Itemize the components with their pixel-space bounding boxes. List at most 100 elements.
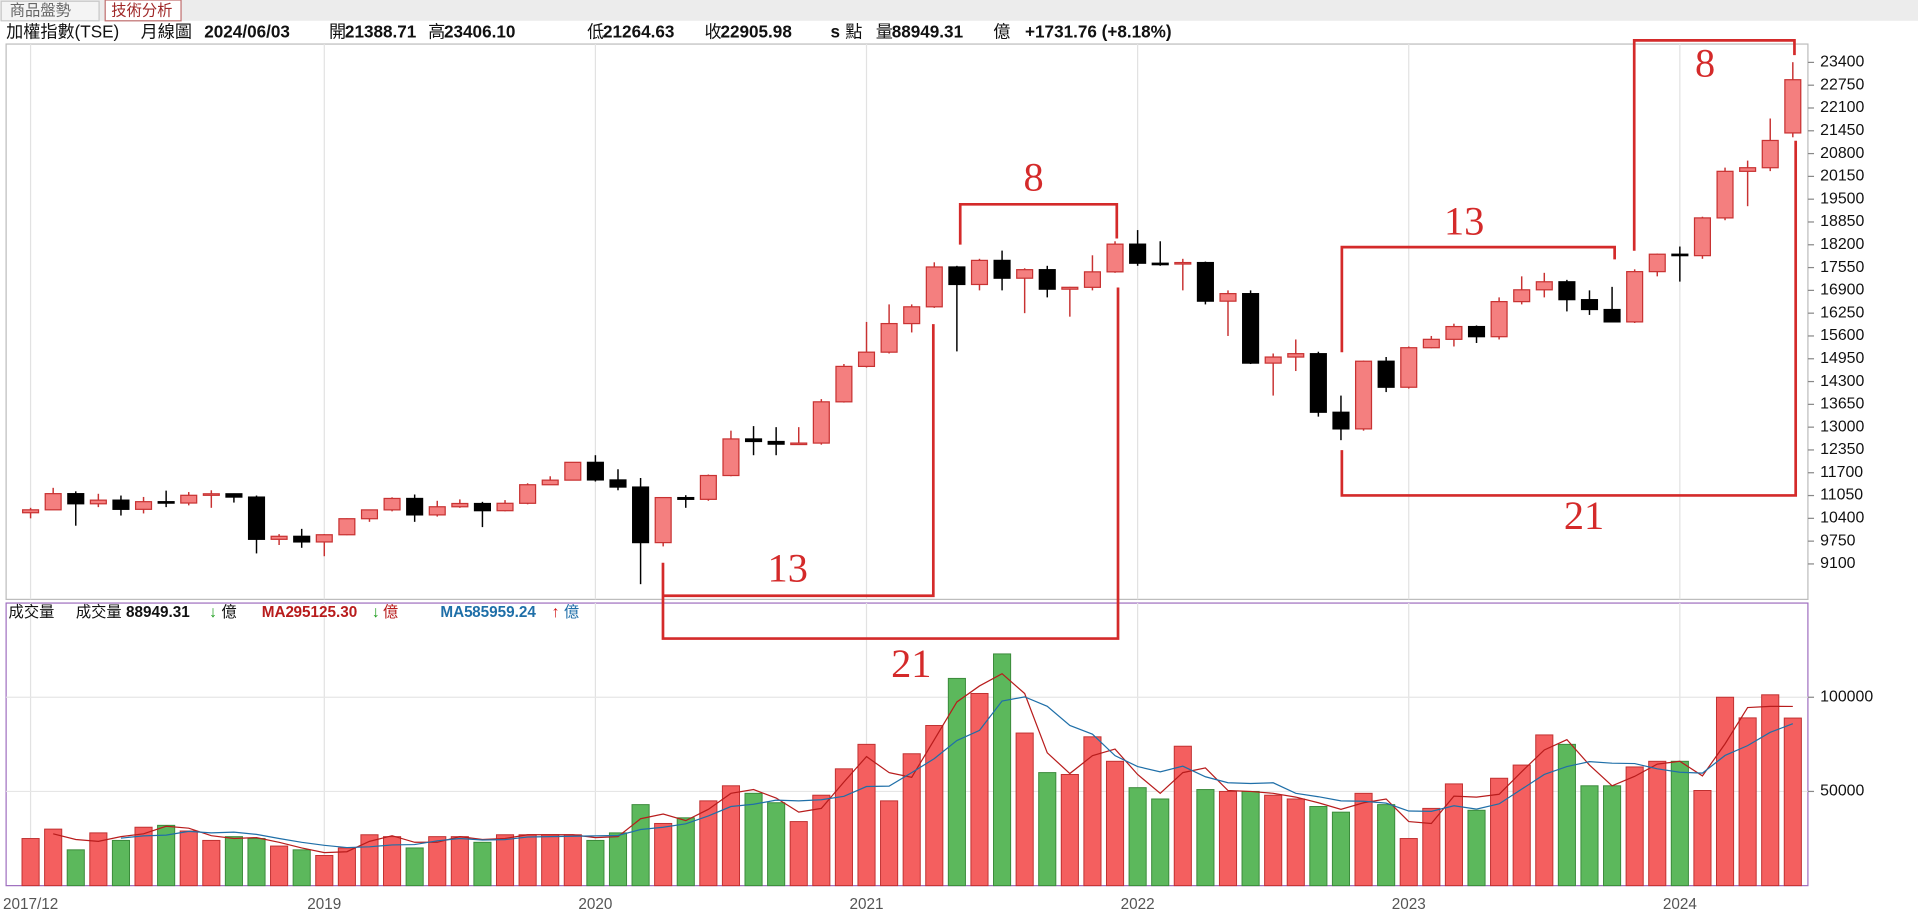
candle-body xyxy=(1083,271,1102,288)
candle-body xyxy=(857,351,876,368)
candle-body xyxy=(1061,286,1079,290)
volume-bar xyxy=(1309,806,1328,887)
candle-body xyxy=(1038,269,1056,290)
volume-bar xyxy=(1580,785,1599,887)
x-tick-label: 2019 xyxy=(307,896,341,913)
ma-line xyxy=(53,672,1793,854)
candle-body xyxy=(632,486,650,544)
candle-body xyxy=(1513,289,1531,303)
candle-body xyxy=(383,497,401,511)
legend-value: 88949.31 xyxy=(126,604,190,621)
candle-body xyxy=(270,535,288,540)
tab-label[interactable]: 商品盤勢 xyxy=(10,3,71,20)
candle-body xyxy=(790,442,808,446)
candle-body xyxy=(247,496,266,540)
y-tick-label: 9100 xyxy=(1820,555,1856,572)
candle-body xyxy=(677,496,695,500)
volume-bar xyxy=(1603,785,1622,887)
volume-bar xyxy=(224,836,243,887)
candle-body xyxy=(1377,360,1395,388)
candle-body xyxy=(722,438,740,477)
y-tick-label: 22100 xyxy=(1820,99,1864,116)
volume-bar xyxy=(89,832,108,887)
volume-bar xyxy=(473,841,492,887)
header-field: 收 xyxy=(705,23,722,42)
candle-body xyxy=(225,493,243,498)
candle-body xyxy=(1309,353,1327,413)
volume-bar xyxy=(970,692,989,887)
volume-bar xyxy=(1060,773,1079,887)
tab-active[interactable] xyxy=(104,0,182,22)
volume-bar xyxy=(1286,798,1305,887)
y-tick-label: 11050 xyxy=(1820,487,1863,504)
candle-body xyxy=(1016,269,1034,279)
volume-bar xyxy=(586,839,605,887)
volume-bar xyxy=(1196,789,1215,887)
volume-bar xyxy=(1173,745,1192,887)
volume-bar xyxy=(1512,764,1531,887)
legend-value: 85959.24 xyxy=(472,604,536,621)
volume-bar xyxy=(1399,838,1418,887)
volume-bar xyxy=(337,847,356,887)
bracket xyxy=(1340,245,1616,353)
bracket xyxy=(1340,140,1798,497)
volume-bar xyxy=(608,832,628,887)
candle-body xyxy=(1716,170,1734,219)
candle-body xyxy=(1196,261,1214,302)
candle-body xyxy=(338,518,356,536)
header-field: +1731.76 (+8.18%) xyxy=(1025,23,1172,42)
volume-bar xyxy=(428,836,447,887)
candle-body xyxy=(835,365,853,403)
volume-bar xyxy=(247,838,266,887)
candle-body xyxy=(993,259,1011,279)
volume-bar xyxy=(1625,766,1644,887)
x-tick-label: 2021 xyxy=(850,896,884,913)
legend-name: 成交量 xyxy=(76,603,122,621)
legend-unit: 億 xyxy=(383,604,398,621)
candle-body xyxy=(519,484,537,504)
candle-body xyxy=(1151,262,1169,266)
tab[interactable] xyxy=(0,0,100,22)
y-tick-label: 22750 xyxy=(1820,76,1864,93)
candle-body xyxy=(903,306,921,325)
candle-body xyxy=(1219,293,1237,302)
tab-label[interactable]: 技術分析 xyxy=(111,3,172,20)
volume-bar xyxy=(721,785,741,887)
candle-body xyxy=(1535,281,1553,291)
legend-value: 95125.30 xyxy=(294,604,358,621)
volume-bar xyxy=(902,753,921,887)
volume-bar xyxy=(947,677,966,887)
candle-body xyxy=(1648,253,1666,273)
price-panel xyxy=(5,43,1809,601)
candle-body xyxy=(1242,293,1260,364)
volume-bar xyxy=(1535,734,1554,887)
header-field: 月線圖 xyxy=(141,23,192,42)
volume-bar xyxy=(1354,792,1373,887)
candle-body xyxy=(948,266,966,286)
y-tick-label: 18850 xyxy=(1820,213,1864,230)
volume-bar xyxy=(1422,807,1441,887)
header-field: 億 xyxy=(993,23,1010,42)
header-field: 點 xyxy=(845,23,862,42)
volume-bar xyxy=(1738,717,1757,887)
volume-bar xyxy=(1444,783,1463,887)
volume-bar xyxy=(1331,811,1351,887)
candle-body xyxy=(1784,79,1802,134)
bracket xyxy=(662,324,935,598)
x-tick-label: 2024 xyxy=(1663,896,1697,913)
annotation: 8 xyxy=(1695,41,1715,86)
candle-body xyxy=(609,479,627,488)
y-tick-label: 16250 xyxy=(1820,304,1864,321)
tab-bar xyxy=(0,0,1918,21)
volume-bar xyxy=(292,849,311,887)
candle-body xyxy=(699,474,717,500)
candle-body xyxy=(134,501,153,510)
candle-body xyxy=(767,440,785,445)
candle-body xyxy=(1400,347,1418,388)
candle-body xyxy=(1626,271,1644,323)
candle-body xyxy=(880,322,898,353)
volume-bar xyxy=(44,828,63,887)
